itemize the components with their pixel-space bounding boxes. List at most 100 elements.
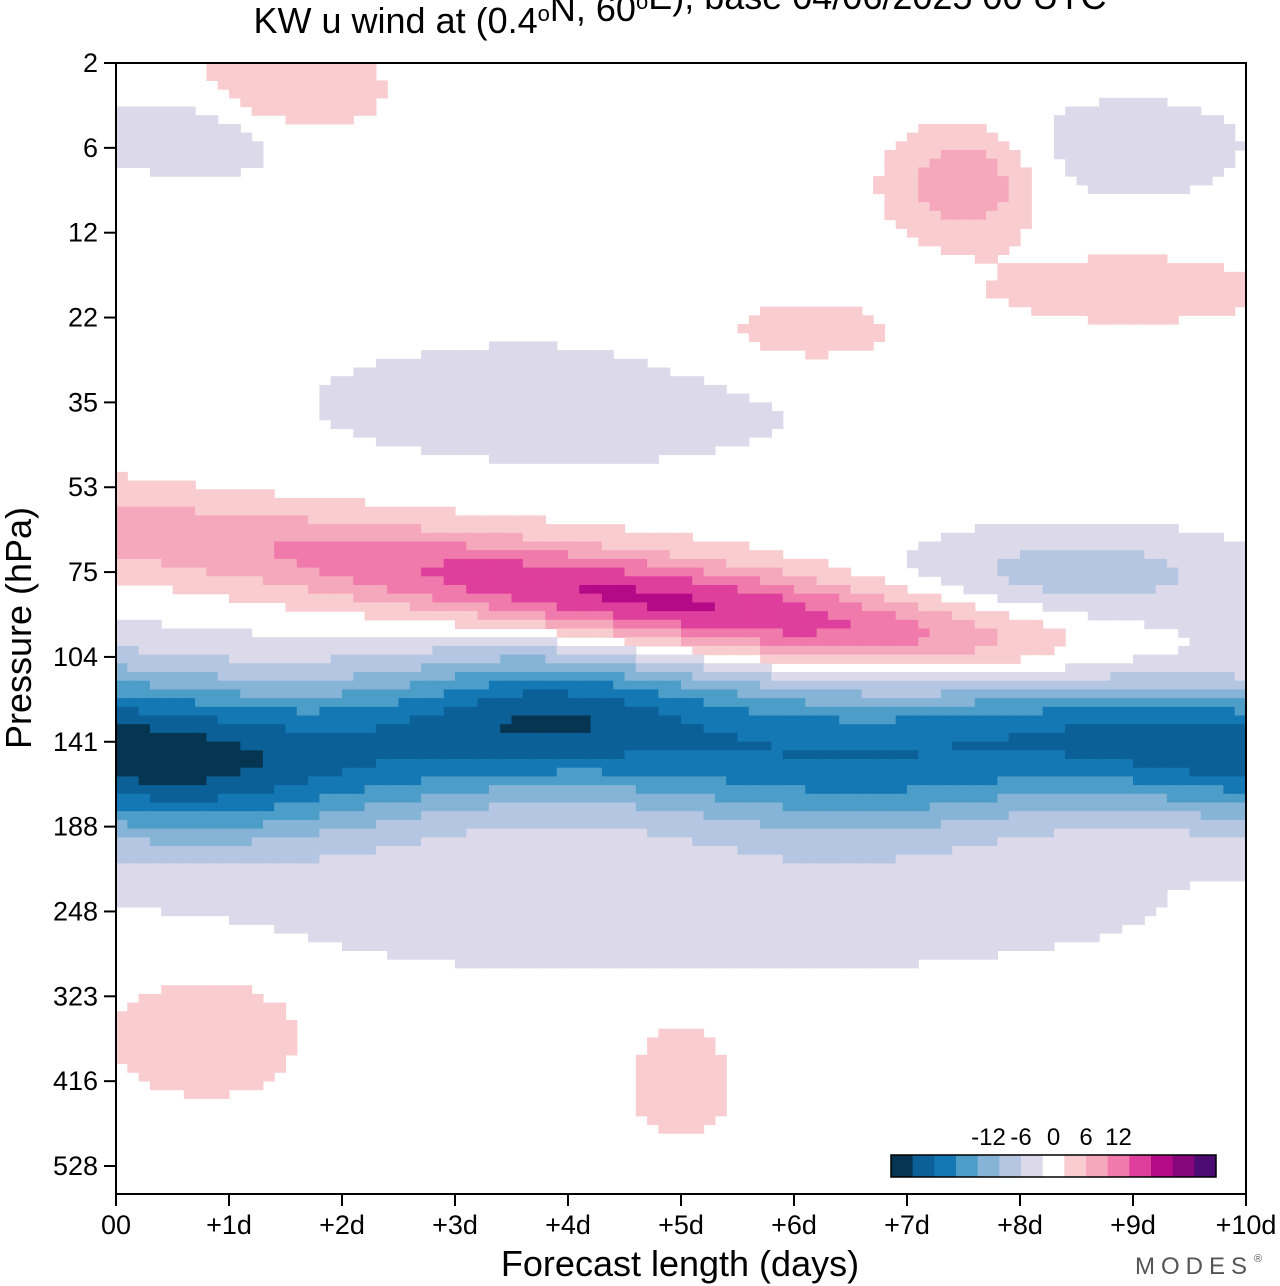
contour-cell [319, 924, 332, 934]
contour-cell [455, 393, 467, 403]
contour-cell [206, 837, 219, 847]
contour-cell [398, 785, 411, 795]
contour-cell [443, 689, 456, 699]
contour-cell [794, 698, 806, 708]
contour-cell [658, 854, 671, 864]
contour-cell [353, 367, 366, 377]
contour-cell [534, 811, 546, 821]
contour-cell [127, 106, 140, 116]
contour-cell [568, 846, 580, 856]
contour-cell [251, 767, 264, 777]
contour-cell [794, 715, 806, 725]
contour-cell [195, 750, 207, 760]
contour-cell [986, 254, 998, 264]
contour-cell [319, 89, 332, 99]
contour-cell [398, 819, 411, 830]
contour-cell [692, 445, 705, 456]
contour-cell [149, 524, 162, 534]
contour-cell [963, 184, 976, 195]
contour-cell [601, 759, 614, 769]
contour-cell [421, 698, 433, 708]
contour-cell [613, 785, 626, 795]
contour-cell [839, 593, 852, 603]
contour-cell [138, 558, 151, 569]
contour-cell [466, 402, 479, 412]
contour-cell [364, 924, 377, 934]
contour-cell [748, 837, 761, 847]
contour-cell [251, 680, 264, 690]
contour-cell [319, 515, 332, 525]
contour-cell [1008, 176, 1021, 186]
contour-cell [195, 663, 207, 673]
contour-cell [635, 1063, 648, 1073]
contour-cell [488, 811, 501, 821]
contour-cell [974, 680, 987, 690]
contour-cell [127, 150, 140, 160]
contour-cell [703, 915, 716, 925]
contour-cell [726, 819, 739, 830]
contour-cell [658, 1037, 671, 1047]
contour-cell [794, 854, 806, 864]
contour-cell [240, 732, 253, 743]
contour-cell [364, 428, 377, 438]
contour-cell [613, 732, 626, 743]
contour-cell [1020, 802, 1032, 812]
contour-cell [952, 237, 965, 247]
contour-cell [884, 184, 897, 195]
contour-cell [342, 550, 354, 560]
contour-cell [1020, 567, 1032, 577]
contour-cell [986, 854, 998, 864]
contour-cell [963, 576, 976, 586]
contour-cell [827, 863, 840, 873]
contour-cell [963, 150, 976, 160]
contour-cell [161, 550, 174, 560]
contour-cell [172, 506, 185, 516]
contour-cell [850, 637, 863, 647]
contour-cell [183, 115, 196, 125]
contour-cell [827, 906, 840, 917]
contour-cell [477, 358, 490, 369]
contour-cell [579, 628, 592, 638]
contour-cell [952, 906, 965, 917]
contour-cell [138, 993, 151, 1004]
contour-cell [274, 837, 287, 847]
contour-cell [907, 828, 919, 838]
contour-cell [952, 202, 965, 212]
contour-cell [183, 889, 196, 899]
contour-cell [319, 846, 332, 856]
contour-cell [986, 619, 998, 630]
contour-cell [421, 785, 433, 795]
contour-cell [455, 706, 467, 717]
contour-cell [929, 141, 942, 151]
contour-cell [873, 863, 885, 873]
contour-cell [974, 767, 987, 777]
contour-cell [737, 419, 750, 429]
contour-cell [669, 541, 682, 551]
contour-cell [172, 698, 185, 708]
contour-cell [737, 776, 750, 786]
contour-cell [398, 706, 411, 717]
contour-cell [262, 776, 275, 786]
contour-cell [127, 680, 140, 690]
contour-cell [850, 341, 863, 351]
contour-cell [330, 767, 343, 777]
contour-cell [443, 950, 456, 960]
contour-cell [511, 454, 524, 464]
contour-cell [940, 759, 953, 769]
contour-cell [522, 837, 535, 847]
contour-cell [500, 872, 513, 882]
contour-cell [782, 628, 795, 638]
contour-cell [443, 367, 456, 377]
contour-cell [782, 759, 795, 769]
contour-cell [387, 767, 400, 777]
contour-cell [726, 802, 739, 812]
contour-cell [839, 941, 852, 951]
contour-cell [206, 741, 219, 751]
contour-cell [692, 602, 705, 612]
contour-cell [545, 645, 558, 656]
contour-cell [556, 611, 569, 621]
contour-cell [488, 532, 501, 543]
contour-cell [839, 689, 852, 699]
contour-cell [929, 602, 942, 612]
contour-cell [443, 567, 456, 577]
